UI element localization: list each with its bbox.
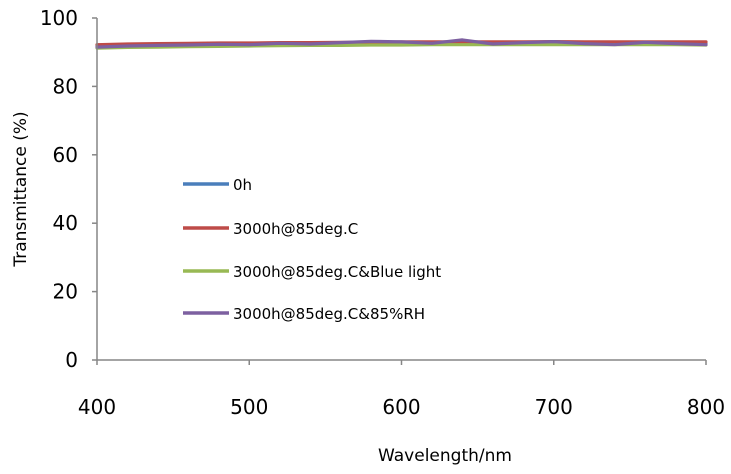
legend-label: 3000h@85deg.C&85%RH [233, 305, 425, 323]
legend-label: 3000h@85deg.C&Blue light [233, 263, 441, 281]
series-lines [95, 38, 708, 50]
legend-label: 3000h@85deg.C [233, 220, 358, 238]
y-tick-label: 60 [53, 143, 78, 167]
legend: 0h 3000h@85deg.C 3000h@85deg.C&Blue light 3… [183, 176, 441, 323]
y-tick-label: 80 [53, 74, 78, 98]
y-tick-labels: 0 20 40 60 80 100 [40, 6, 97, 372]
series-line-3 [95, 38, 708, 49]
y-tick-label: 0 [65, 348, 78, 372]
x-tick-label: 400 [78, 395, 116, 419]
x-tick-label: 800 [687, 395, 725, 419]
x-axis-title: Wavelength/nm [378, 446, 512, 466]
y-tick-label: 100 [40, 6, 78, 30]
x-tick-label: 600 [382, 395, 420, 419]
y-axis-title: Transmittance (%) [11, 111, 31, 267]
x-tick-label: 700 [535, 395, 573, 419]
legend-label: 0h [233, 176, 252, 194]
y-tick-label: 20 [53, 280, 78, 304]
x-tick-label: 500 [230, 395, 268, 419]
y-tick-label: 40 [53, 211, 78, 235]
x-tick-labels: 400 500 600 700 800 [78, 360, 725, 419]
